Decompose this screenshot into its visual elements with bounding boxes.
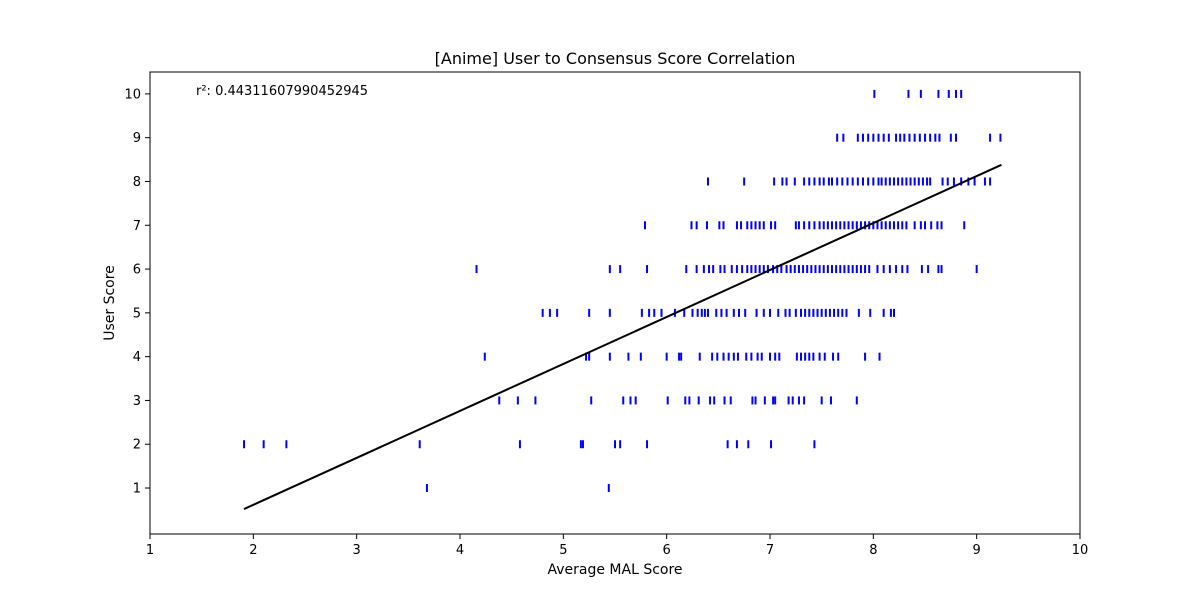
y-tick-label: 7 <box>133 219 141 234</box>
y-tick-label: 2 <box>133 438 141 453</box>
x-tick-label: 7 <box>766 543 774 558</box>
x-axis-ticks: 1 2 3 4 5 6 7 8 9 10 <box>146 534 1088 558</box>
y-tick-label: 3 <box>133 394 141 409</box>
x-tick-label: 1 <box>146 543 154 558</box>
y-tick-label: 1 <box>133 482 141 497</box>
data-points <box>243 89 1002 493</box>
plot-frame <box>149 71 1081 535</box>
x-tick-label: 4 <box>456 543 464 558</box>
x-tick-label: 3 <box>353 543 361 558</box>
x-tick-label: 5 <box>559 543 567 558</box>
chart-title: [Anime] User to Consensus Score Correlat… <box>435 49 796 68</box>
y-tick-label: 8 <box>133 175 141 190</box>
y-tick-label: 5 <box>133 306 141 321</box>
x-tick-label: 10 <box>1072 543 1089 558</box>
x-tick-label: 6 <box>663 543 671 558</box>
y-axis-ticks: 1 2 3 4 5 6 7 8 9 10 <box>124 87 150 497</box>
regression-line <box>243 163 1002 510</box>
y-tick-label: 4 <box>133 350 141 365</box>
y-tick-label: 9 <box>133 131 141 146</box>
y-axis-label: User Score <box>102 265 118 341</box>
y-tick-label: 6 <box>133 263 141 278</box>
x-tick-label: 9 <box>973 543 981 558</box>
r-squared-annotation: r²: 0.44311607990452945 <box>196 84 368 99</box>
y-tick-label: 10 <box>124 87 141 102</box>
x-axis-label: Average MAL Score <box>547 562 682 578</box>
x-tick-label: 8 <box>869 543 877 558</box>
regression-line-group <box>243 163 1002 510</box>
x-tick-label: 2 <box>249 543 257 558</box>
